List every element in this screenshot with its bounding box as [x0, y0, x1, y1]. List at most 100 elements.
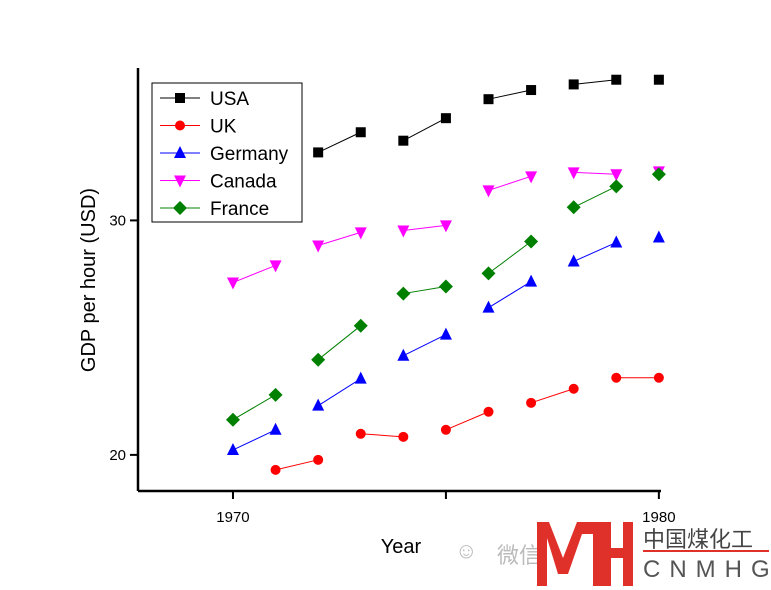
- data-point: [566, 200, 581, 215]
- data-point: [268, 387, 283, 402]
- series-line-segment: [403, 224, 446, 231]
- data-point: [525, 171, 538, 184]
- data-point: [311, 352, 326, 367]
- logo-divider: [643, 550, 769, 552]
- series-line-segment: [275, 459, 319, 471]
- legend-label: Canada: [210, 172, 277, 193]
- data-point: [312, 398, 325, 411]
- series-france: [225, 167, 666, 427]
- data-point: [526, 85, 537, 96]
- watermark: ☺ 微信 中国煤化工 CNMHG: [455, 518, 771, 590]
- y-tick-label: 30: [109, 212, 126, 229]
- data-point: [398, 431, 409, 442]
- data-point: [567, 254, 580, 267]
- series-usa: [313, 74, 664, 158]
- x-tick-label: 1970: [216, 509, 249, 526]
- axes: 1970 1980 20 30: [109, 68, 676, 526]
- data-point: [396, 286, 411, 301]
- data-point: [353, 318, 368, 333]
- wechat-watermark-text: 微信: [497, 543, 542, 568]
- wechat-icon: ☺: [455, 538, 478, 563]
- data-point: [354, 227, 367, 240]
- data-point: [483, 406, 494, 417]
- data-point: [526, 397, 537, 408]
- series-line-segment: [573, 185, 617, 208]
- data-point: [398, 135, 409, 146]
- data-point: [439, 220, 452, 233]
- series-uk: [270, 372, 664, 475]
- series-line-segment: [318, 231, 361, 246]
- series-line-segment: [403, 117, 447, 142]
- data-point: [312, 240, 325, 253]
- data-point: [313, 454, 324, 465]
- series-line-segment: [488, 175, 532, 191]
- series-line-segment: [232, 429, 276, 451]
- legend-marker: [173, 201, 187, 215]
- data-point: [355, 428, 366, 439]
- data-point: [610, 169, 623, 182]
- data-point: [269, 422, 282, 435]
- data-point: [270, 464, 281, 475]
- data-point: [653, 372, 664, 383]
- legend-marker: [174, 146, 186, 158]
- series-line-segment: [317, 378, 362, 407]
- series-line-segment: [573, 79, 617, 85]
- series-line-segment: [317, 131, 361, 153]
- data-point: [481, 266, 496, 281]
- data-point: [610, 235, 623, 248]
- legend-marker: [175, 120, 185, 131]
- x-tick-label: 1980: [642, 509, 675, 526]
- data-point: [226, 442, 239, 455]
- series-line-segment: [232, 394, 276, 421]
- data-point: [438, 279, 453, 294]
- series-line-segment: [403, 334, 447, 357]
- series-germany: [226, 230, 665, 455]
- y-axis-label: GDP per hour (USD): [78, 188, 100, 372]
- data-point: [440, 424, 451, 435]
- data-point: [482, 185, 495, 198]
- series-line-segment: [317, 325, 362, 361]
- series-line-segment: [573, 241, 617, 262]
- logo-cn-text: 中国煤化工: [643, 527, 754, 552]
- data-point: [354, 371, 367, 384]
- data-point: [225, 412, 240, 427]
- data-point: [611, 74, 622, 85]
- data-point: [611, 372, 622, 383]
- data-point: [652, 230, 665, 243]
- series-line-segment: [530, 388, 574, 404]
- data-point: [482, 300, 495, 313]
- series-line-segment: [445, 411, 489, 431]
- series-line-segment: [403, 286, 447, 295]
- series-line-segment: [488, 241, 532, 274]
- y-tick-label: 20: [109, 447, 126, 464]
- series-line-segment: [488, 281, 532, 309]
- logo-en-text: CNMHG: [643, 556, 771, 583]
- data-point: [651, 167, 666, 182]
- legend-marker: [175, 93, 185, 103]
- data-point: [439, 327, 452, 340]
- data-point: [525, 274, 538, 287]
- data-point: [524, 234, 539, 249]
- series-canada: [226, 166, 665, 290]
- legend: USA UK Germany Canada France: [151, 82, 303, 223]
- series-line-segment: [232, 264, 276, 284]
- data-point: [355, 127, 366, 138]
- data-point: [313, 147, 324, 158]
- data-point: [397, 225, 410, 238]
- data-point: [609, 179, 624, 194]
- series-line-segment: [573, 171, 617, 175]
- data-point: [440, 113, 451, 124]
- legend-label: Germany: [210, 144, 289, 165]
- legend-label: France: [210, 199, 269, 220]
- legend-label: USA: [210, 89, 249, 110]
- x-axis-label: Year: [381, 536, 422, 558]
- data-point: [653, 74, 664, 85]
- data-point: [567, 167, 580, 180]
- legend-marker: [174, 175, 186, 188]
- legend-label: UK: [210, 117, 237, 138]
- series-line-segment: [360, 433, 404, 438]
- data-point: [226, 277, 239, 290]
- data-point: [269, 260, 282, 273]
- series-line-segment: [488, 89, 532, 100]
